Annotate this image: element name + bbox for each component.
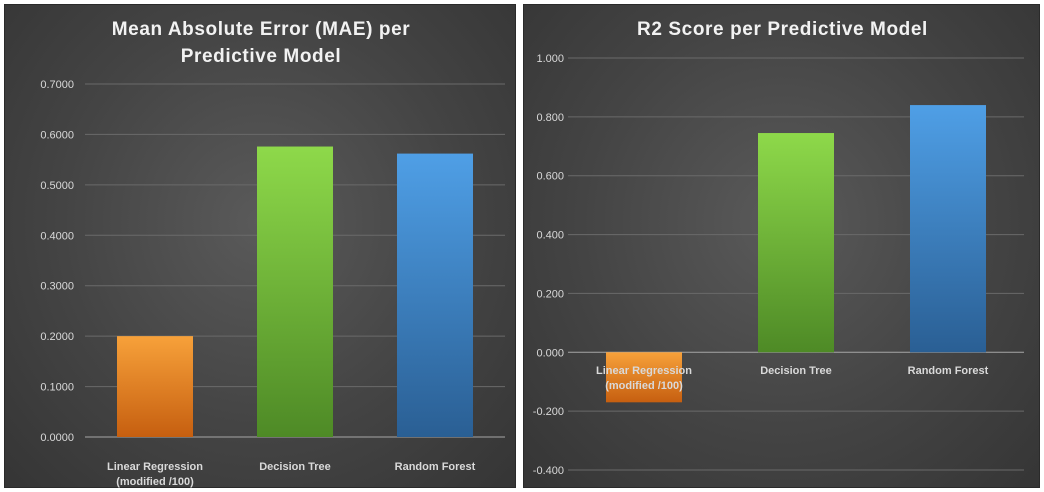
mae-category-label: Linear Regression [107,461,203,473]
mae-category-label: (modified /100) [116,476,194,488]
mae-bar-3 [397,153,473,437]
r2-y-tick-label: 0.000 [536,347,564,359]
mae-y-tick-label: 0.4000 [40,230,74,242]
r2-y-tick-label: -0.200 [533,406,564,418]
mae-y-tick-label: 0.3000 [40,281,74,293]
mae-bar-2 [257,146,333,437]
mae-y-tick-label: 0.0000 [40,432,74,444]
mae-y-tick-label: 0.6000 [40,129,74,141]
mae-category-label: Random Forest [395,461,476,473]
mae-y-tick-label: 0.7000 [40,79,74,91]
mae-y-tick-label: 0.1000 [40,382,74,394]
r2-y-tick-label: 0.800 [536,112,564,124]
mae-chart-panel: Mean Absolute Error (MAE) per Predictive … [4,4,516,488]
r2-category-label: Decision Tree [760,365,832,377]
r2-y-tick-label: 0.600 [536,171,564,183]
r2-category-label: Linear Regression [596,365,692,377]
mae-chart: Mean Absolute Error (MAE) per Predictive … [40,19,505,488]
r2-category-label: Random Forest [908,365,989,377]
r2-category-label: (modified /100) [605,380,683,392]
mae-y-tick-label: 0.2000 [40,331,74,343]
r2-y-tick-label: -0.400 [533,465,564,477]
mae-category-label: Decision Tree [259,461,331,473]
mae-title-line-1: Mean Absolute Error (MAE) per [112,19,411,40]
r2-y-tick-label: 0.400 [536,230,564,242]
r2-y-tick-label: 0.200 [536,288,564,300]
r2-bar-3 [910,105,986,353]
r2-chart-panel: R2 Score per Predictive Model -0.400 -0.20… [523,4,1040,488]
mae-bar-1 [117,336,193,437]
r2-y-tick-label: 1.000 [536,53,564,65]
r2-bar-2 [758,133,834,353]
r2-chart: R2 Score per Predictive Model -0.400 -0.20… [533,19,1024,477]
mae-title-line-2: Predictive Model [181,46,342,67]
r2-title-line-1: R2 Score per Predictive Model [637,19,928,40]
r2-bar-1 [606,352,682,403]
mae-y-tick-label: 0.5000 [40,180,74,192]
